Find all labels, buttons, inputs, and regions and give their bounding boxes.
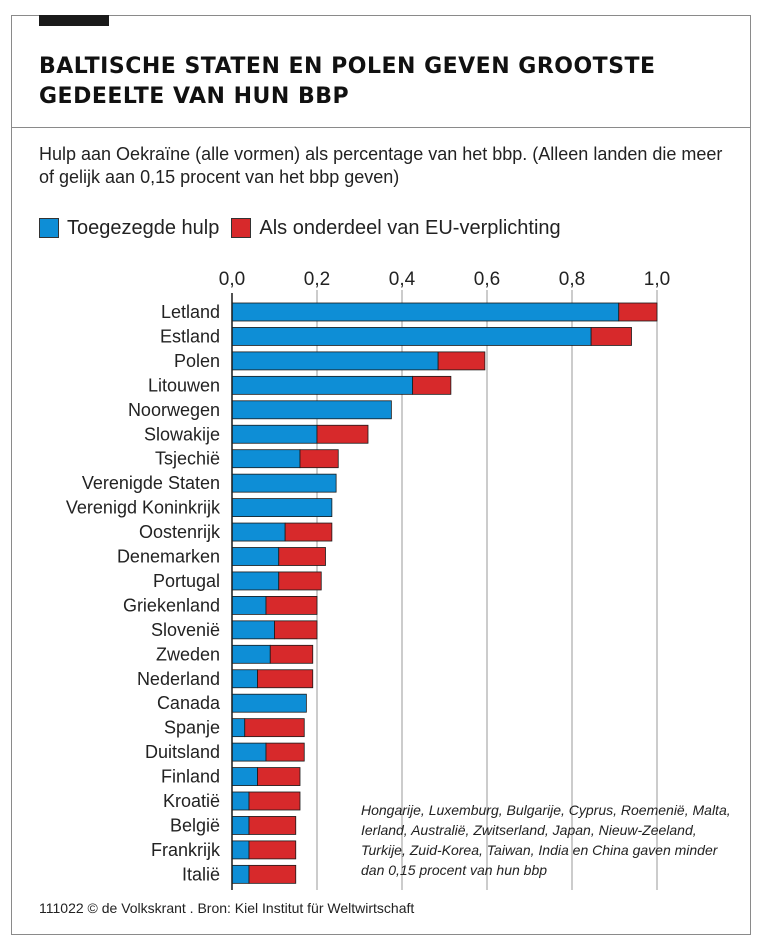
bar-eu [437, 351, 486, 371]
footnote-excluded-countries: Hongarije, Luxemburg, Bulgarije, Cyprus,… [361, 802, 731, 878]
bar-eu [412, 375, 452, 395]
category-label: Verenigde Staten [82, 473, 220, 493]
bar-committed [231, 596, 267, 615]
bar-committed [231, 693, 307, 713]
category-label: Griekenland [123, 595, 220, 615]
bar-eu [248, 840, 297, 860]
legend-label-eu: Als onderdeel van EU-verplichting [259, 216, 561, 239]
bar-eu [284, 522, 333, 542]
source-credit: 111022 © de Volkskrant . Bron: Kiel Inst… [39, 900, 415, 916]
x-tick-label: 0,8 [559, 269, 585, 290]
bar-eu [590, 327, 632, 346]
x-tick-label: 0,0 [219, 269, 245, 290]
bar-eu [248, 864, 297, 884]
bar-committed [231, 718, 246, 738]
category-label: Polen [174, 351, 220, 371]
category-label: Zweden [156, 644, 220, 664]
legend-item-eu: Als onderdeel van EU-verplichting [231, 216, 561, 240]
bar-eu [265, 742, 305, 762]
x-tick-label: 1,0 [644, 269, 670, 290]
legend: Toegezegde hulp Als onderdeel van EU-ver… [39, 215, 573, 241]
category-label: Italië [182, 864, 220, 884]
category-label: Noorwegen [128, 400, 220, 420]
bar-committed [231, 400, 392, 420]
bar-eu [278, 547, 326, 566]
bar-committed [231, 522, 286, 542]
legend-swatch-committed [39, 218, 59, 238]
category-label: Oostenrijk [139, 522, 221, 542]
bar-eu [257, 669, 314, 689]
category-label: Litouwen [148, 375, 220, 395]
bar-committed [231, 816, 250, 835]
category-label: Frankrijk [151, 840, 221, 860]
bar-committed [231, 498, 333, 518]
bar-eu [299, 449, 339, 469]
bar-committed [231, 302, 620, 322]
category-label: Slowakije [144, 424, 220, 444]
bar-eu [278, 571, 322, 591]
bar-eu [618, 302, 658, 322]
bar-eu [269, 644, 314, 664]
category-label: Estland [160, 326, 220, 346]
title-divider [11, 127, 751, 128]
category-label: Denemarken [117, 547, 220, 567]
category-label: Duitsland [145, 742, 220, 762]
bar-committed [231, 864, 250, 884]
bar-committed [231, 449, 301, 469]
category-label: Verenigd Koninkrijk [66, 498, 221, 518]
bar-committed [231, 840, 250, 860]
bar-committed [231, 620, 275, 640]
legend-swatch-eu [231, 218, 252, 238]
category-label: Tsjechië [155, 449, 220, 469]
bar-eu [244, 718, 305, 738]
category-label: Letland [161, 302, 220, 322]
bar-eu [316, 424, 369, 444]
category-label: Spanje [164, 718, 220, 738]
category-label: Canada [157, 693, 221, 713]
bar-committed [231, 742, 267, 762]
category-label: Nederland [137, 669, 220, 689]
bar-eu [248, 791, 301, 811]
bar-eu [274, 620, 318, 640]
legend-label-committed: Toegezegde hulp [67, 216, 220, 239]
category-label: Slovenië [151, 620, 220, 640]
chart-title: BALTISCHE STATEN EN POLEN GEVEN GROOTSTE… [39, 54, 656, 109]
x-tick-label: 0,4 [389, 269, 416, 290]
bar-committed [231, 767, 258, 786]
header-accent-bar [39, 15, 109, 26]
graphic-frame [11, 15, 751, 935]
bar-committed [231, 375, 414, 395]
category-label: Finland [161, 767, 220, 787]
bar-committed [231, 571, 280, 591]
bar-committed [231, 791, 250, 811]
x-tick-label: 0,6 [474, 269, 500, 290]
legend-item-committed: Toegezegde hulp [39, 217, 219, 240]
bar-committed [231, 351, 439, 371]
bar-eu [257, 767, 301, 786]
x-tick-label: 0,2 [304, 269, 330, 290]
bar-committed [231, 644, 271, 664]
chart-subtitle: Hulp aan Oekraïne (alle vormen) als perc… [39, 144, 723, 187]
bar-committed [231, 424, 318, 444]
bar-committed [231, 327, 592, 346]
bar-eu [265, 596, 318, 615]
category-label: Portugal [153, 571, 220, 591]
category-label: Kroatië [163, 791, 220, 811]
category-label: België [170, 815, 220, 835]
bar-committed [231, 547, 280, 566]
bar-committed [231, 473, 337, 493]
bar-eu [248, 816, 297, 835]
bar-committed [231, 669, 258, 689]
